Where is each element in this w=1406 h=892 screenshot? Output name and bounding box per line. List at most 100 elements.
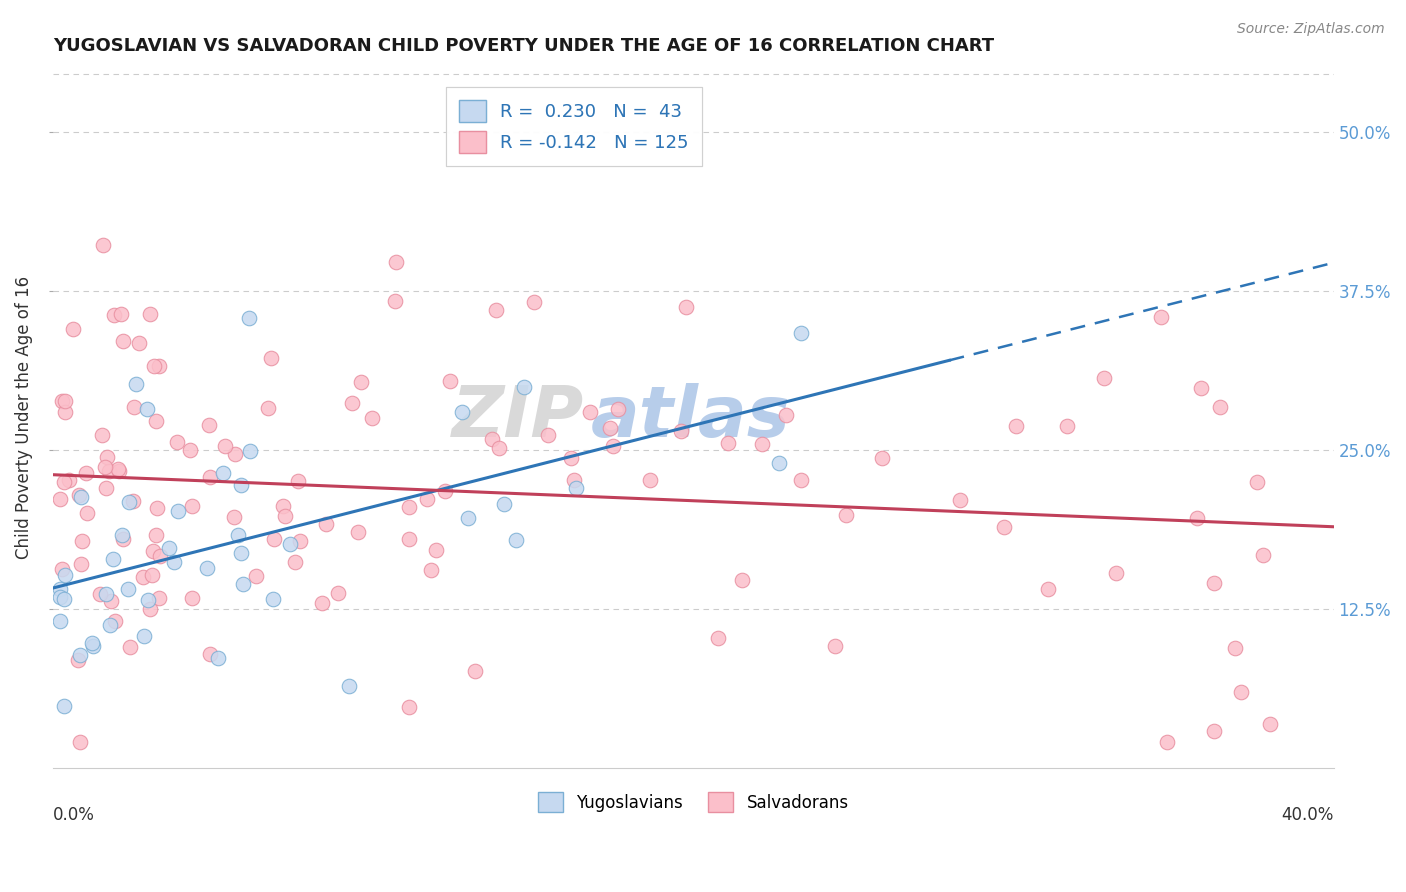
Point bbox=[166, 435, 188, 450]
Point bbox=[118, 494, 141, 508]
Point bbox=[82, 640, 104, 654]
Point bbox=[350, 376, 373, 390]
Point bbox=[505, 533, 527, 548]
Point bbox=[96, 450, 118, 465]
Point bbox=[51, 394, 73, 409]
Point bbox=[214, 439, 236, 453]
Point bbox=[284, 555, 307, 569]
Point bbox=[717, 435, 740, 450]
Point bbox=[111, 528, 134, 542]
Point bbox=[326, 586, 349, 600]
Point bbox=[198, 417, 221, 432]
Point bbox=[76, 506, 98, 520]
Point bbox=[53, 404, 76, 418]
Point bbox=[751, 437, 773, 451]
Y-axis label: Child Poverty Under the Age of 16: Child Poverty Under the Age of 16 bbox=[15, 277, 32, 559]
Point bbox=[439, 374, 461, 388]
Point bbox=[111, 532, 134, 546]
Point bbox=[148, 591, 170, 606]
Point bbox=[1209, 401, 1232, 415]
Point bbox=[222, 509, 245, 524]
Point bbox=[146, 501, 169, 516]
Point bbox=[51, 562, 73, 576]
Point bbox=[141, 568, 163, 582]
Point bbox=[48, 614, 70, 628]
Point bbox=[385, 254, 408, 268]
Point bbox=[149, 549, 172, 563]
Point bbox=[1150, 310, 1173, 325]
Legend: R =  0.230   N =  43, R = -0.142   N = 125: R = 0.230 N = 43, R = -0.142 N = 125 bbox=[446, 87, 702, 166]
Point bbox=[48, 582, 70, 597]
Point bbox=[257, 401, 280, 416]
Point bbox=[434, 483, 457, 498]
Point bbox=[560, 450, 582, 465]
Point bbox=[96, 587, 118, 601]
Point bbox=[238, 310, 260, 325]
Point bbox=[207, 651, 229, 665]
Point bbox=[1204, 723, 1226, 738]
Point bbox=[311, 596, 333, 610]
Point bbox=[278, 536, 301, 550]
Point bbox=[53, 592, 76, 607]
Point bbox=[48, 590, 70, 604]
Point bbox=[90, 428, 112, 442]
Point bbox=[107, 461, 129, 475]
Point bbox=[80, 636, 103, 650]
Point bbox=[512, 380, 534, 394]
Point bbox=[70, 534, 93, 549]
Point bbox=[789, 473, 811, 487]
Point bbox=[142, 359, 165, 374]
Point bbox=[195, 560, 218, 574]
Point bbox=[66, 653, 89, 667]
Point bbox=[135, 401, 157, 416]
Point bbox=[347, 524, 370, 539]
Point bbox=[790, 326, 813, 341]
Point bbox=[167, 504, 190, 518]
Point bbox=[425, 543, 447, 558]
Point bbox=[1187, 511, 1209, 525]
Point bbox=[69, 735, 91, 749]
Point bbox=[118, 640, 141, 655]
Point bbox=[136, 593, 159, 607]
Text: YUGOSLAVIAN VS SALVADORAN CHILD POVERTY UNDER THE AGE OF 16 CORRELATION CHART: YUGOSLAVIAN VS SALVADORAN CHILD POVERTY … bbox=[53, 37, 994, 55]
Point bbox=[415, 492, 437, 507]
Point bbox=[731, 573, 754, 587]
Point bbox=[260, 351, 283, 365]
Point bbox=[163, 555, 186, 569]
Point bbox=[602, 439, 624, 453]
Point bbox=[53, 393, 76, 408]
Point bbox=[157, 541, 180, 555]
Point bbox=[523, 295, 546, 310]
Point bbox=[70, 490, 93, 504]
Text: Source: ZipAtlas.com: Source: ZipAtlas.com bbox=[1237, 22, 1385, 37]
Point bbox=[69, 648, 91, 662]
Point bbox=[226, 527, 249, 541]
Point bbox=[132, 629, 155, 643]
Point bbox=[94, 460, 117, 475]
Point bbox=[398, 500, 420, 515]
Point bbox=[75, 466, 97, 480]
Point bbox=[675, 300, 697, 314]
Point bbox=[492, 497, 515, 511]
Point bbox=[398, 533, 420, 547]
Point bbox=[263, 532, 285, 546]
Point bbox=[1056, 419, 1078, 434]
Point bbox=[1223, 641, 1246, 656]
Point bbox=[1004, 419, 1026, 434]
Point bbox=[181, 591, 204, 606]
Point bbox=[1156, 735, 1178, 749]
Point bbox=[181, 499, 204, 513]
Point bbox=[1105, 566, 1128, 581]
Point bbox=[262, 592, 284, 607]
Point bbox=[457, 511, 479, 525]
Point bbox=[361, 410, 384, 425]
Point bbox=[450, 404, 472, 418]
Point bbox=[420, 564, 443, 578]
Point bbox=[340, 396, 363, 410]
Point bbox=[142, 544, 165, 558]
Point bbox=[464, 665, 486, 679]
Point bbox=[1094, 371, 1116, 385]
Point bbox=[488, 441, 510, 455]
Point bbox=[562, 473, 585, 487]
Point bbox=[599, 421, 621, 435]
